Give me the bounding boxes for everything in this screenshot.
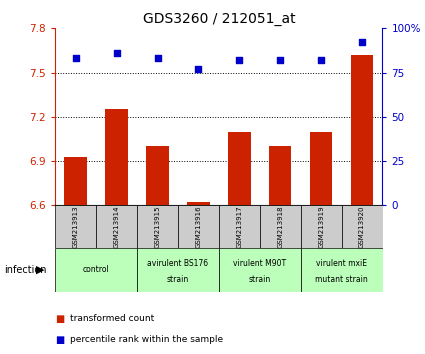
Text: GSM213916: GSM213916 [196, 205, 201, 248]
Text: virulent mxiE: virulent mxiE [316, 259, 367, 268]
Bar [351, 55, 373, 205]
Text: percentile rank within the sample: percentile rank within the sample [70, 335, 223, 344]
Text: virulent M90T: virulent M90T [233, 259, 286, 268]
Text: GSM213920: GSM213920 [359, 205, 365, 248]
Point [195, 66, 202, 72]
Text: GSM213918: GSM213918 [277, 205, 283, 248]
Bar [137, 205, 178, 248]
Point [72, 56, 79, 61]
Point [154, 56, 161, 61]
Bar [300, 205, 342, 248]
Text: ■: ■ [55, 335, 65, 345]
Text: ■: ■ [55, 314, 65, 324]
Text: GSM213919: GSM213919 [318, 205, 324, 248]
Bar [310, 132, 332, 205]
Point [113, 50, 120, 56]
Point [277, 57, 283, 63]
Bar [269, 146, 292, 205]
Text: ▶: ▶ [36, 265, 45, 275]
Bar [96, 205, 137, 248]
Title: GDS3260 / 212051_at: GDS3260 / 212051_at [142, 12, 295, 26]
Text: GSM213917: GSM213917 [236, 205, 242, 248]
Bar [65, 156, 87, 205]
Text: infection: infection [4, 265, 47, 275]
Point [318, 57, 325, 63]
Text: strain: strain [249, 275, 271, 284]
Text: control: control [83, 266, 110, 274]
Text: avirulent BS176: avirulent BS176 [147, 259, 209, 268]
Bar [178, 205, 219, 248]
Bar [105, 109, 128, 205]
Bar [342, 205, 383, 248]
Text: GSM213913: GSM213913 [73, 205, 79, 248]
Bar [219, 248, 300, 292]
Point [236, 57, 243, 63]
Text: transformed count: transformed count [70, 314, 154, 323]
Text: strain: strain [167, 275, 189, 284]
Bar [300, 248, 382, 292]
Bar [55, 205, 96, 248]
Bar [219, 205, 260, 248]
Bar [137, 248, 219, 292]
Bar [260, 205, 300, 248]
Text: GSM213914: GSM213914 [113, 205, 119, 248]
Bar [55, 248, 137, 292]
Bar [228, 132, 251, 205]
Point [359, 40, 366, 45]
Text: mutant strain: mutant strain [315, 275, 368, 284]
Bar [146, 146, 169, 205]
Bar [187, 202, 210, 205]
Text: GSM213915: GSM213915 [155, 205, 161, 248]
